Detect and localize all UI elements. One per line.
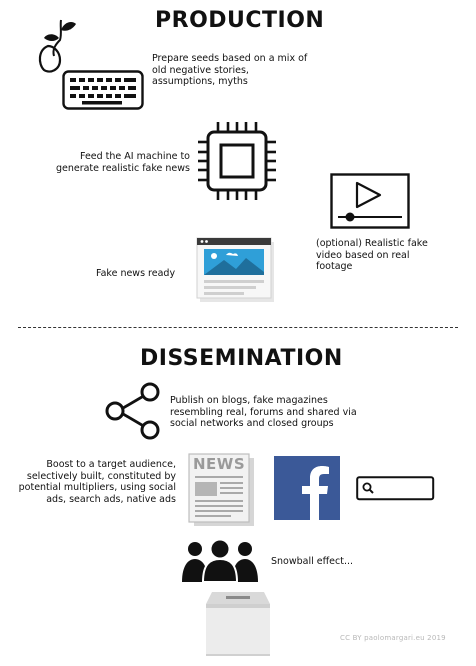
keyboard-icon	[62, 70, 144, 110]
step-snowball: Snowball effect...	[271, 556, 354, 567]
step-prepare-seeds: Prepare seeds based on a mix of old nega…	[152, 53, 308, 87]
credit-text: CC BY paolomargari.eu 2019	[340, 634, 446, 642]
ballot-box-icon	[206, 592, 270, 656]
facebook-icon	[274, 456, 340, 520]
newspaper-icon	[188, 453, 254, 526]
production-heading: PRODUCTION	[155, 8, 325, 33]
seedling-icon	[38, 19, 76, 73]
newspaper-title: NEWS	[193, 455, 246, 473]
step-feed-ai: Feed the AI machine to generate realisti…	[55, 151, 190, 174]
cpu-chip-icon	[198, 122, 276, 200]
step-publish: Publish on blogs, fake magazines resembl…	[170, 395, 357, 429]
section-divider	[18, 327, 458, 328]
dissemination-heading: DISSEMINATION	[140, 346, 343, 371]
share-icon	[105, 382, 160, 440]
step-fake-news-ready: Fake news ready	[96, 268, 176, 279]
crowd-icon	[182, 538, 258, 583]
video-player-icon	[330, 173, 410, 229]
browser-window-icon	[196, 237, 274, 302]
step-boost: Boost to a target audience, selectively …	[18, 459, 176, 505]
search-bar-icon	[356, 476, 435, 501]
step-fake-video: (optional) Realistic fake video based on…	[316, 238, 428, 272]
